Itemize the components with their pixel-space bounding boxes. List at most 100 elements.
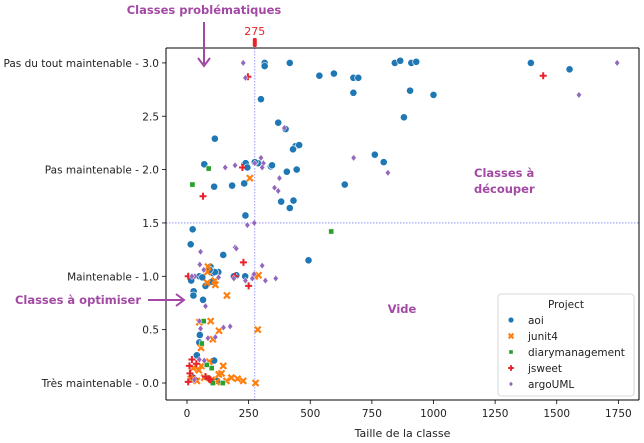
data-point-argoUML [244,221,251,229]
data-point-argoUML [281,124,288,132]
data-point-aoi [289,196,298,205]
data-point-diarymanagement [219,380,226,386]
data-point-argoUML [197,324,204,333]
data-point-argoUML [242,74,249,82]
x-tick-label: 1250 [482,408,509,420]
data-point-aoi [240,179,249,188]
data-point-jsweet [186,369,194,377]
data-point-aoi [379,158,388,167]
x-tick-label: 0 [184,408,191,420]
data-point-aoi [260,62,269,71]
data-point-argoUML [200,266,207,274]
x-tick-label: 500 [300,408,320,420]
legend-marker-argoUML [508,380,514,388]
data-point-aoi [315,71,324,80]
data-point-junit4 [251,379,260,387]
data-point-argoUML [271,184,278,192]
x-tick-label: 1000 [420,408,447,420]
data-point-diarymanagement [208,365,215,371]
y-tick-label: Très maintenable - 0.0 [41,378,159,390]
data-point-aoi [210,182,219,191]
data-point-aoi [295,141,304,149]
data-point-diarymanagement [328,228,335,235]
y-tick-label: Maintenable - 1.0 [67,271,159,283]
series-argoUML [188,59,621,384]
data-point-argoUML [188,272,195,281]
y-tick-label: 2.5 [142,111,159,123]
data-point-junit4 [219,362,228,370]
data-point-junit4 [215,370,223,379]
data-point-junit4 [195,366,203,374]
data-point-aoi [277,197,286,206]
legend-marker-aoi [507,316,515,324]
data-point-aoi [526,59,535,67]
data-point-jsweet [206,376,214,384]
data-point-junit4 [253,325,262,334]
annotations: Classes problématiques Classes à optimis… [15,3,535,316]
data-point-aoi [274,118,283,127]
annotation-classes-to-split-line1: Classes à [474,166,534,180]
annotation-classes-to-optimize: Classes à optimiser [15,293,141,307]
data-point-aoi [340,180,349,189]
arrow-down-head-icon [197,57,211,68]
legend-entry-junit4: junit4 [527,331,558,343]
data-point-aoi [228,181,237,190]
data-point-argoUML [201,356,208,365]
y-axis: Très maintenable - 0.0 0.5 Maintenable - 1… [3,48,167,400]
data-point-argoUML [575,91,582,99]
data-point-aoi [330,69,338,78]
data-point-jsweet [245,282,253,290]
x-tick-label: 250 [239,408,259,420]
data-point-jsweet [239,258,247,266]
data-point-argoUML [251,159,258,167]
legend-title: Project [548,299,584,311]
legend: Project aoi junit4 diarymanagement jsweet arg… [497,293,635,397]
data-point-aoi [292,165,301,174]
data-point-aoi [210,134,219,143]
x-tick-label: 750 [362,408,382,420]
annotation-classes-to-split-line2: découper [474,182,535,196]
data-point-aoi [565,65,574,74]
legend-entry-argoUML: argoUML [528,379,574,391]
data-point-argoUML [614,59,621,67]
x-axis-label: Taille de la classe [354,427,451,440]
data-point-aoi [349,88,358,97]
y-tick-label: 1.5 [142,218,159,230]
data-point-jsweet [185,362,193,370]
data-point-aoi [189,291,198,300]
data-point-aoi [188,225,197,234]
x-tick-label: 1500 [543,408,570,420]
data-point-argoUML [196,260,203,269]
data-point-argoUML [197,248,204,256]
data-point-argoUML [212,333,219,341]
data-point-argoUML [233,244,240,253]
annotation-empty: Vide [388,302,417,316]
legend-entry-jsweet: jsweet [527,363,562,375]
data-point-junit4 [233,374,242,383]
data-point-aoi [199,295,207,304]
data-point-jsweet [238,163,246,171]
data-point-aoi [289,145,297,154]
y-tick-label: 0.5 [142,325,159,337]
legend-marker-jsweet [508,365,514,371]
data-point-aoi [241,211,250,220]
legend-marker-diarymanagement [508,349,514,355]
series-diarymanagement [189,165,335,386]
data-point-jsweet [184,378,192,386]
data-point-aoi [406,86,414,95]
data-point-argoUML [230,274,237,283]
data-point-aoi [257,95,265,104]
data-point-aoi [186,240,195,249]
data-point-argoUML [259,261,266,270]
data-point-argoUML [251,219,258,227]
y-tick-label: Pas du tout maintenable - 3.0 [3,58,159,70]
data-point-argoUML [222,163,229,172]
data-point-jsweet [201,373,209,381]
data-point-junit4 [246,174,254,182]
data-point-jsweet [192,360,200,368]
data-point-junit4 [206,317,215,325]
data-point-argoUML [259,163,266,172]
y-tick-label: Pas maintenable - 2.0 [45,165,159,177]
data-point-aoi [285,59,294,67]
